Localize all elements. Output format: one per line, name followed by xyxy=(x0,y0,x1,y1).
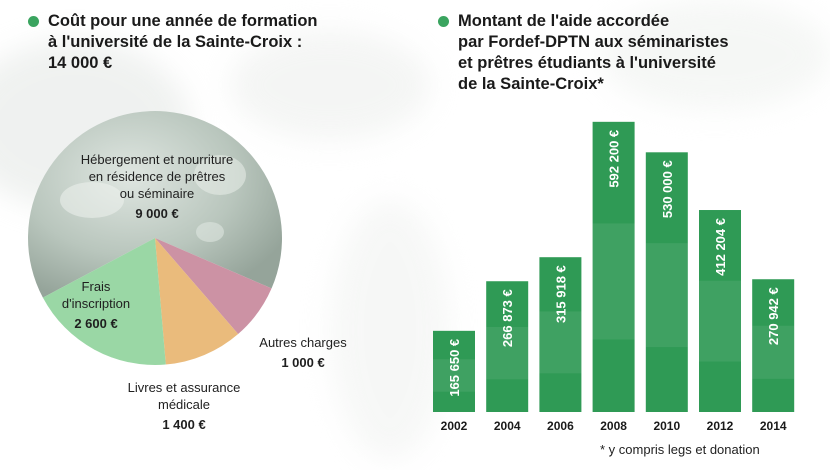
pie-title-line: Coût pour une année de formation xyxy=(48,12,318,30)
bar-2012 xyxy=(699,210,741,412)
bar-2002 xyxy=(433,330,475,412)
bar-2014 xyxy=(752,279,795,412)
bar-title-line: et prêtres étudiants à l'université xyxy=(458,54,716,72)
bar-texture xyxy=(592,223,635,340)
bar-category-label: 2012 xyxy=(707,419,734,433)
bar-value-label: 266 873 € xyxy=(500,289,515,347)
bar-value-label: 530 000 € xyxy=(660,160,675,218)
pie-slice-other xyxy=(155,238,272,335)
bar-2010 xyxy=(645,152,688,413)
green-bullet-icon xyxy=(28,16,39,27)
bar-category-label: 2006 xyxy=(547,419,574,433)
bar-value-label: 592 200 € xyxy=(607,130,622,188)
bar-texture xyxy=(645,243,688,348)
background-map-shape xyxy=(230,30,430,140)
globe-continent-shape xyxy=(60,182,124,218)
globe-continent-shape xyxy=(194,155,246,195)
bar-value-label: 412 204 € xyxy=(713,218,728,276)
footnote: * y compris legs et donation xyxy=(600,442,760,457)
bar-category-label: 2010 xyxy=(653,419,680,433)
pie-slice-books xyxy=(155,238,239,365)
bar-value-label: 270 942 € xyxy=(766,287,781,345)
bar-category-label: 2004 xyxy=(494,419,521,433)
bar-2008 xyxy=(592,121,635,413)
bar-title-line: par Fordef-DPTN aux séminaristes xyxy=(458,33,729,51)
bar-texture xyxy=(433,359,475,392)
bar-2004 xyxy=(486,281,529,412)
bar-value-label: 315 918 € xyxy=(553,265,568,323)
bar-category-label: 2008 xyxy=(600,419,627,433)
bar-texture xyxy=(699,280,741,362)
green-bullet-icon xyxy=(438,16,449,27)
bar-texture xyxy=(752,325,795,379)
bar-category-label: 2014 xyxy=(760,419,787,433)
background-map-shape xyxy=(330,200,450,460)
pie-chart-title: Coût pour une année de formation à l'uni… xyxy=(28,11,378,74)
bar-value-label: 165 650 € xyxy=(447,339,462,397)
pie-slice-registration xyxy=(42,238,166,365)
bar-title-line: Montant de l'aide accordée xyxy=(458,12,670,30)
bar-2006 xyxy=(539,257,582,412)
pie-title-line: 14 000 € xyxy=(48,54,113,72)
bar-texture xyxy=(539,311,582,374)
pie-title-line: à l'université de la Sainte-Croix : xyxy=(48,33,303,51)
bar-chart-title: Montant de l'aide accordée par Fordef-DP… xyxy=(438,11,788,95)
globe-continent-shape xyxy=(196,222,224,242)
bar-category-label: 2002 xyxy=(441,419,468,433)
bar-title-line: de la Sainte-Croix* xyxy=(458,75,604,93)
background-map-shape xyxy=(600,0,830,110)
bar-texture xyxy=(486,327,529,380)
